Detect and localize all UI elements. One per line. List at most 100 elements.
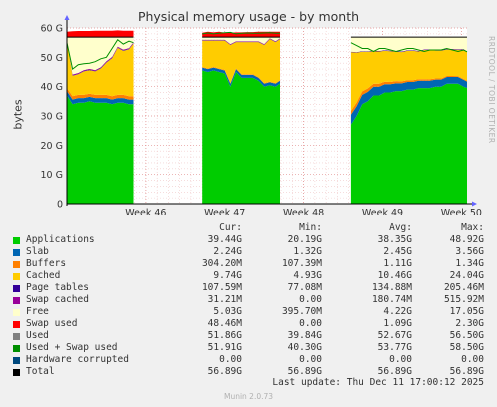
area-page-tables (350, 49, 467, 53)
legend-min-value: 1.32G (293, 246, 322, 257)
legend-row: Hardware corrupted 0.00 0.00 0.00 0.00 (12, 354, 492, 366)
legend-swatch (13, 249, 20, 256)
legend-row: Used + Swap used 51.91G 40.30G 53.77G 58.50G (12, 342, 492, 354)
legend-label: Total (26, 366, 55, 377)
legend-min-value: 107.39M (281, 258, 322, 269)
legend-min-value: 40.30G (287, 342, 322, 353)
legend-cur-value: 304.20M (201, 258, 242, 269)
legend-row: Cached 9.74G 4.93G 10.46G 24.04G (12, 270, 492, 282)
legend-avg-value: 52.67G (377, 330, 412, 341)
area-swap-cached (67, 40, 134, 76)
series-areas (67, 30, 467, 204)
legend-label: Buffers (26, 258, 67, 269)
legend-min-value: 0.00 (299, 354, 322, 365)
legend-max-value: 2.30G (455, 318, 484, 329)
legend-max-value: 56.50G (449, 330, 484, 341)
legend-avg-value: 53.77G (377, 342, 412, 353)
legend-max-value: 515.92M (443, 294, 484, 305)
legend-cur-value: 5.03G (213, 306, 242, 317)
legend-min-value: 20.19G (287, 234, 322, 245)
legend-label: Used (26, 330, 49, 341)
legend-max-value: 56.89G (449, 366, 484, 377)
legend-label: Applications (26, 234, 95, 245)
area-swap-used (67, 30, 134, 38)
legend-avg-value: 4.22G (383, 306, 412, 317)
legend-row: Applications 39.44G 20.19G 38.35G 48.92G (12, 234, 492, 246)
legend-row: Page tables 107.59M 77.08M 134.88M 205.46M (12, 282, 492, 294)
legend-avg-value: 134.88M (371, 282, 412, 293)
chart-title: Physical memory usage - by month (137, 9, 360, 24)
legend-swatch (13, 321, 20, 328)
x-tick-label: Week 49 (362, 208, 403, 215)
y-axis-arrow (64, 15, 70, 20)
legend-avg-value: 0.00 (389, 354, 412, 365)
legend-swatch (13, 309, 20, 316)
legend-swatch (13, 357, 20, 364)
area-applications (202, 70, 280, 204)
legend-label: Hardware corrupted (26, 354, 129, 365)
legend-row: Total 56.89G 56.89G 56.89G 56.89G (12, 366, 492, 378)
legend-min-value: 39.84G (287, 330, 322, 341)
legend-min-value: 0.00 (299, 318, 322, 329)
legend-cur-value: 107.59M (201, 282, 242, 293)
legend-cur-value: 48.46M (207, 318, 242, 329)
line-used-plus-swap (350, 42, 468, 53)
x-axis-arrow (472, 201, 477, 207)
line-used-plus-swap (66, 38, 134, 70)
area-free (202, 37, 280, 45)
y-tick-labels: 0 10 G 20 G 30 G 40 G 50 G 60 G (41, 24, 63, 211)
x-tick-label: Week 48 (283, 208, 324, 215)
legend-avg-value: 2.45G (383, 246, 412, 257)
x-tick-label: Week 46 (125, 208, 166, 215)
area-swap-cached (202, 38, 280, 45)
area-buffers (350, 76, 467, 115)
legend-label: Cached (26, 270, 61, 281)
area-applications (350, 83, 467, 204)
y-tick-label: 40 G (41, 82, 63, 93)
legend-row: Swap used 48.46M 0.00 1.09G 2.30G (12, 318, 492, 330)
legend-max-value: 1.34G (455, 258, 484, 269)
last-update: Last update: Thu Dec 11 17:00:12 2025 (272, 377, 484, 388)
legend-label: Page tables (26, 282, 89, 293)
header-min: Min: (299, 222, 322, 233)
legend-row: Swap cached 31.21M 0.00 180.74M 515.92M (12, 294, 492, 306)
area-slab (202, 67, 280, 87)
legend-row: Buffers 304.20M 107.39M 1.11G 1.34G (12, 258, 492, 270)
y-tick-label: 20 G (41, 141, 63, 152)
header-max: Max: (461, 222, 484, 233)
munin-version: Munin 2.0.73 (223, 392, 274, 401)
legend-label: Free (26, 306, 49, 317)
legend-swatch (13, 369, 20, 376)
area-buffers (67, 88, 134, 100)
legend-avg-value: 1.09G (383, 318, 412, 329)
legend-cur-value: 56.89G (207, 366, 242, 377)
area-buffers (202, 67, 280, 84)
legend-swatch (13, 285, 20, 292)
legend-max-value: 17.05G (449, 306, 484, 317)
series-lines (66, 31, 468, 70)
x-tick-labels: Week 46 Week 47 Week 48 Week 49 Week 50 (125, 208, 482, 215)
legend-max-value: 205.46M (443, 282, 484, 293)
rrdtool-credit: RRDTOOL / TOBI OETIKER (487, 36, 496, 144)
y-tick-label: 50 G (41, 53, 63, 64)
area-cached (202, 39, 280, 84)
legend-max-value: 3.56G (455, 246, 484, 257)
legend-avg-value: 1.11G (383, 258, 412, 269)
area-free (67, 37, 134, 75)
y-tick-label: 0 (57, 200, 63, 211)
legend-min-value: 77.08M (287, 282, 322, 293)
area-cached (67, 41, 134, 97)
x-tick-label: Week 50 (441, 208, 482, 215)
legend-min-value: 4.93G (293, 270, 322, 281)
legend-label: Used + Swap used (26, 342, 118, 353)
legend-swatch (13, 333, 20, 340)
area-page-tables (202, 38, 280, 45)
legend-header-row: Cur: Min: Avg: Max: (12, 222, 492, 234)
area-slab (350, 77, 467, 125)
x-tick-label: Week 47 (204, 208, 245, 215)
legend-cur-value: 39.44G (207, 234, 242, 245)
legend-avg-value: 10.46G (377, 270, 412, 281)
legend-label: Swap cached (26, 294, 89, 305)
axes (64, 15, 477, 207)
